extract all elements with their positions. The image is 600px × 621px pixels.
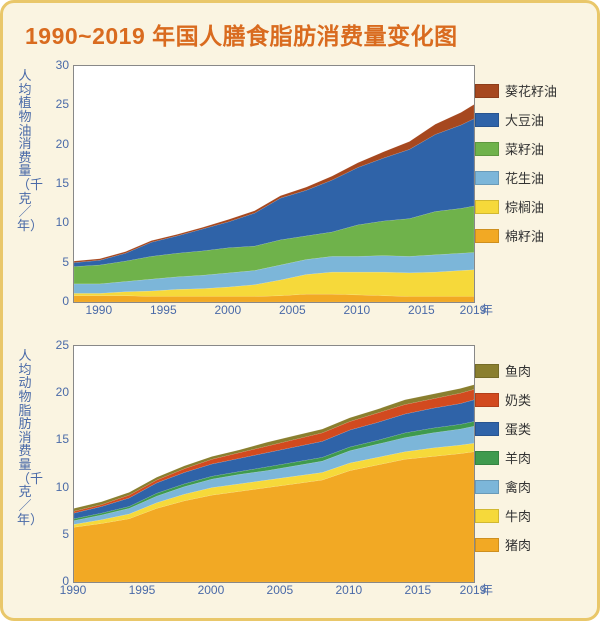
figure-card: 1990~2019 年国人膳食脂肪消费量变化图 人均植物油消费量（千克／年） 0… <box>0 0 600 621</box>
legend-item-牛肉: 牛肉 <box>475 506 581 525</box>
legend-label: 鱼肉 <box>505 361 531 380</box>
ytick: 20 <box>56 385 69 399</box>
legend-label: 棉籽油 <box>505 226 544 245</box>
legend-swatch <box>475 142 499 156</box>
ytick: 15 <box>56 176 69 190</box>
ytick: 15 <box>56 432 69 446</box>
legend-item-禽肉: 禽肉 <box>475 477 581 496</box>
chart1-x-unit: 年 <box>481 301 493 318</box>
legend-swatch <box>475 393 499 407</box>
xtick: 2015 <box>408 303 435 317</box>
ytick: 0 <box>62 294 69 308</box>
chart2-x-unit: 年 <box>481 581 493 598</box>
legend-swatch <box>475 84 499 98</box>
chart2-legend: 鱼肉奶类蛋类羊肉禽肉牛肉猪肉 <box>475 361 581 564</box>
xtick: 2000 <box>214 303 241 317</box>
xtick: 1990 <box>60 583 87 597</box>
chart2-plot-area <box>73 345 475 583</box>
ytick: 25 <box>56 338 69 352</box>
xtick: 1995 <box>129 583 156 597</box>
legend-label: 羊肉 <box>505 448 531 467</box>
legend-item-花生油: 花生油 <box>475 168 581 187</box>
ytick: 10 <box>56 215 69 229</box>
legend-item-大豆油: 大豆油 <box>475 110 581 129</box>
chart-animal-fat: 人均动物脂肪消费量（千克／年） 0510152025 1990199520002… <box>15 337 585 611</box>
xtick: 2005 <box>267 583 294 597</box>
xtick: 2015 <box>404 583 431 597</box>
chart1-y-label: 人均植物油消费量（千克／年） <box>17 69 33 233</box>
xtick: 2000 <box>198 583 225 597</box>
legend-label: 葵花籽油 <box>505 81 557 100</box>
legend-swatch <box>475 364 499 378</box>
legend-swatch <box>475 480 499 494</box>
chart1-xticks: 1990199520002005201020152019 <box>73 303 473 321</box>
ytick: 25 <box>56 97 69 111</box>
legend-swatch <box>475 451 499 465</box>
xtick: 2010 <box>336 583 363 597</box>
legend-swatch <box>475 509 499 523</box>
legend-item-蛋类: 蛋类 <box>475 419 581 438</box>
legend-label: 花生油 <box>505 168 544 187</box>
ytick: 5 <box>62 527 69 541</box>
xtick: 1995 <box>150 303 177 317</box>
legend-item-羊肉: 羊肉 <box>475 448 581 467</box>
legend-label: 禽肉 <box>505 477 531 496</box>
legend-swatch <box>475 422 499 436</box>
legend-swatch <box>475 200 499 214</box>
chart1-legend: 葵花籽油大豆油菜籽油花生油棕榈油棉籽油 <box>475 81 581 255</box>
chart1-plot-area <box>73 65 475 303</box>
legend-label: 牛肉 <box>505 506 531 525</box>
ytick: 30 <box>56 58 69 72</box>
legend-swatch <box>475 113 499 127</box>
legend-swatch <box>475 229 499 243</box>
legend-item-鱼肉: 鱼肉 <box>475 361 581 380</box>
chart2-yticks: 0510152025 <box>43 345 71 581</box>
legend-swatch <box>475 171 499 185</box>
chart2-xticks: 1990199520002005201020152019 <box>73 583 473 601</box>
ytick: 5 <box>62 255 69 269</box>
legend-label: 蛋类 <box>505 419 531 438</box>
chart2-y-label: 人均动物脂肪消费量（千克／年） <box>17 349 33 526</box>
legend-item-奶类: 奶类 <box>475 390 581 409</box>
legend-item-棕榈油: 棕榈油 <box>475 197 581 216</box>
legend-swatch <box>475 538 499 552</box>
legend-label: 奶类 <box>505 390 531 409</box>
xtick: 1990 <box>85 303 112 317</box>
ytick: 10 <box>56 480 69 494</box>
legend-label: 猪肉 <box>505 535 531 554</box>
legend-item-猪肉: 猪肉 <box>475 535 581 554</box>
xtick: 2005 <box>279 303 306 317</box>
legend-label: 菜籽油 <box>505 139 544 158</box>
legend-item-棉籽油: 棉籽油 <box>475 226 581 245</box>
chart-vegetable-oil: 人均植物油消费量（千克／年） 0 5 10 15 20 25 30 1990 1995 2000… <box>15 57 585 331</box>
xtick: 2010 <box>344 303 371 317</box>
legend-label: 棕榈油 <box>505 197 544 216</box>
figure-title: 1990~2019 年国人膳食脂肪消费量变化图 <box>25 17 585 51</box>
legend-item-葵花籽油: 葵花籽油 <box>475 81 581 100</box>
legend-item-菜籽油: 菜籽油 <box>475 139 581 158</box>
legend-label: 大豆油 <box>505 110 544 129</box>
chart1-yticks: 051015202530 <box>43 65 71 301</box>
ytick: 20 <box>56 137 69 151</box>
